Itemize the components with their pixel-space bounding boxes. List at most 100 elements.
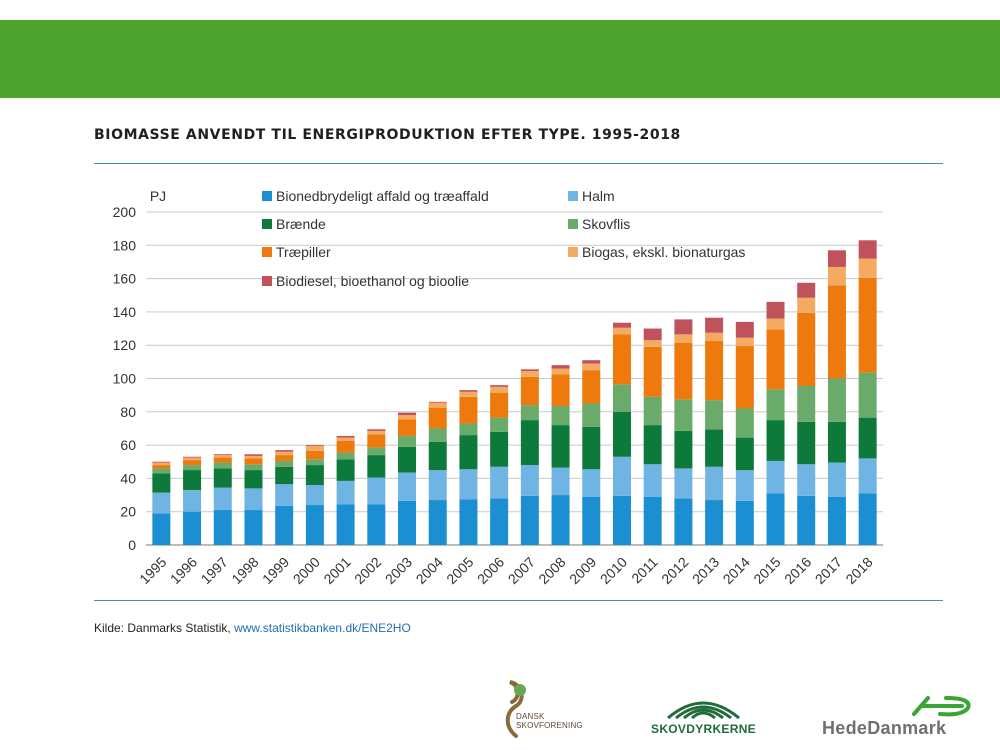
bar-segment-bionedbrydeligt-affald-og-træaffald [766,493,785,545]
x-tick-label: 1995 [136,554,169,587]
bar-segment-træpiller [735,346,754,409]
x-tick-label: 1998 [228,554,261,587]
bar-segment-træpiller [612,334,631,385]
bar-segment-bionedbrydeligt-affald-og-træaffald [643,496,662,545]
bar-segment-halm [551,467,570,496]
y-tick-label: 120 [113,337,137,353]
bar-segment-skovflis [827,378,846,422]
x-tick-label: 2008 [535,554,568,587]
hededanmark-wordmark: HedeDanmark [822,718,947,738]
bar-segment-skovflis [428,428,447,442]
bar-segment-halm [152,492,171,514]
bar-segment-brænde [213,468,232,488]
bar-segment-halm [367,477,386,505]
bar-segment-brænde [797,421,816,465]
bar-segment-biodiesel-bioethanol-og-bioolie [490,385,509,387]
dansk-skovforening-logo: DANSK SKOVFORENING [496,676,596,740]
bar-segment-biodiesel-bioethanol-og-bioolie [582,360,601,364]
bar-segment-bionedbrydeligt-affald-og-træaffald [213,510,232,545]
bar-segment-biogas-ekskl-bionaturgas [490,386,509,393]
x-tick-label: 2003 [382,554,415,587]
x-tick-label: 2001 [320,554,353,587]
bar-segment-brænde [275,466,294,485]
bar-segment-træpiller [459,396,478,424]
bar-segment-biogas-ekskl-bionaturgas [766,318,785,330]
bar-segment-halm [213,487,232,511]
legend-swatch [568,219,578,229]
bar-segment-halm [705,466,724,501]
bar-segment-biodiesel-bioethanol-og-bioolie [705,317,724,333]
bar-segment-skovflis [766,389,785,421]
bar-segment-træpiller [305,450,324,460]
bar-segment-bionedbrydeligt-affald-og-træaffald [705,500,724,545]
x-tick-label: 2016 [781,554,814,587]
bar-segment-brænde [520,420,539,466]
bar-segment-biogas-ekskl-bionaturgas [152,462,171,466]
bar-segment-biogas-ekskl-bionaturgas [398,415,417,420]
bar-segment-bionedbrydeligt-affald-og-træaffald [398,500,417,545]
bar-segment-træpiller [674,342,693,400]
bar-segment-brænde [183,470,202,491]
bar-segment-biogas-ekskl-bionaturgas [213,455,232,458]
bar-segment-halm [490,466,509,499]
bar-segment-brænde [428,441,447,471]
y-tick-label: 20 [120,504,136,520]
x-tick-label: 1997 [198,554,231,587]
bar-segment-bionedbrydeligt-affald-og-træaffald [582,496,601,545]
legend-swatch [262,247,272,257]
source-link[interactable]: www.statistikbanken.dk/ENE2HO [234,621,411,635]
bar-segment-brænde [244,470,263,489]
skovdyrkerne-logo: SKOVDYRKERNE [646,694,761,738]
bar-segment-træpiller [827,285,846,379]
x-tick-label: 1996 [167,554,200,587]
bar-segment-biodiesel-bioethanol-og-bioolie [858,240,877,259]
x-tick-label: 2005 [443,554,476,587]
bar-segment-skovflis [582,403,601,427]
bar-segment-træpiller [582,370,601,404]
bar-segment-træpiller [643,346,662,397]
bottom-divider [94,600,943,601]
bar-segment-biodiesel-bioethanol-og-bioolie [398,412,417,416]
bar-segment-skovflis [459,423,478,436]
bar-segment-biodiesel-bioethanol-og-bioolie [244,454,263,456]
bar-segment-biodiesel-bioethanol-og-bioolie [459,390,478,392]
bar-segment-biogas-ekskl-bionaturgas [520,371,539,377]
x-tick-label: 2004 [413,554,446,587]
stacked-bar-chart: 020406080100120140160180200PJ19951996199… [113,188,883,587]
bar-segment-biogas-ekskl-bionaturgas [582,363,601,371]
x-tick-label: 2017 [812,554,845,587]
legend-label: Biodiesel, bioethanol og bioolie [276,273,469,289]
bar-segment-træpiller [152,465,171,469]
bar-segment-bionedbrydeligt-affald-og-træaffald [520,495,539,545]
bar-segment-træpiller [766,329,785,390]
legend-swatch [262,219,272,229]
bar-segment-biodiesel-bioethanol-og-bioolie [520,369,539,372]
legend-swatch [568,191,578,201]
bar-segment-brænde [459,435,478,470]
bar-segment-bionedbrydeligt-affald-og-træaffald [735,500,754,545]
bar-segment-halm [612,456,631,496]
bar-segment-skovflis [305,459,324,466]
x-tick-label: 2015 [750,554,783,587]
bar-segment-skovflis [275,460,294,467]
bar-segment-biodiesel-bioethanol-og-bioolie [275,450,294,452]
bar-segment-brænde [827,421,846,463]
bar-segment-biogas-ekskl-bionaturgas [551,368,570,375]
top-divider [94,163,943,164]
bar-segment-træpiller [705,341,724,401]
bar-segment-biogas-ekskl-bionaturgas [428,402,447,408]
bar-segment-bionedbrydeligt-affald-og-træaffald [305,505,324,545]
y-tick-label: 40 [120,470,136,486]
bar-segment-biogas-ekskl-bionaturgas [367,430,386,435]
bar-segment-træpiller [797,312,816,386]
bar-segment-biogas-ekskl-bionaturgas [674,334,693,343]
bar-segment-halm [398,472,417,501]
tree-swirl-icon [505,680,526,738]
bar-segment-halm [643,464,662,497]
bar-segment-skovflis [244,464,263,471]
y-tick-label: 80 [120,404,136,420]
bar-segment-biogas-ekskl-bionaturgas [612,327,631,335]
bar-segment-halm [275,484,294,506]
bar-segment-træpiller [275,455,294,461]
bar-segment-biogas-ekskl-bionaturgas [735,337,754,347]
